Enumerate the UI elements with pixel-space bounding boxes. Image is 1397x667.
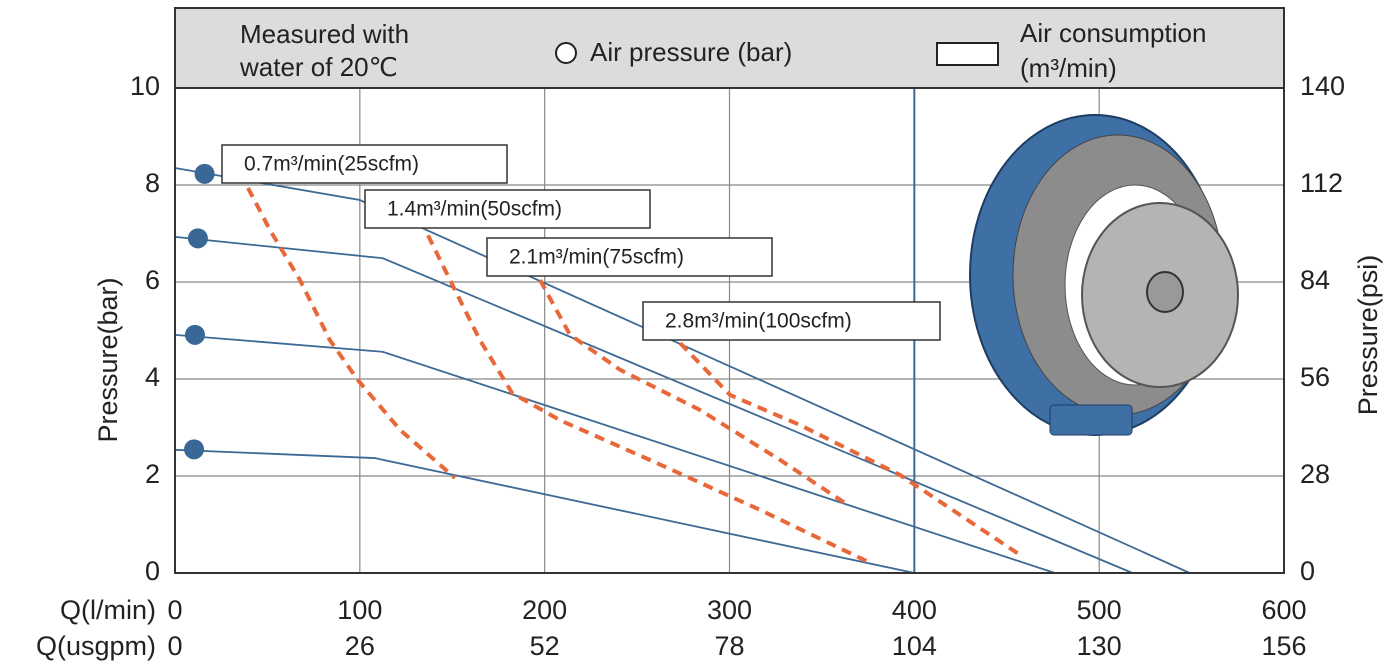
y2-tick-label: 56 (1300, 362, 1330, 392)
pressure-point (184, 324, 205, 345)
curve-label-box (364, 189, 651, 229)
x2-tick-label: 26 (345, 631, 375, 661)
x-axis-label: Q(l/min) (60, 595, 156, 625)
consumption-curve (246, 186, 457, 480)
x-tick-label: 0 (167, 595, 182, 625)
y-tick-label: 6 (145, 265, 160, 295)
legend-note: water of 20℃ (239, 52, 398, 82)
pressure-point (194, 163, 215, 184)
x2-tick-label: 52 (530, 631, 560, 661)
x2-tick-label: 156 (1261, 631, 1306, 661)
y-tick-label: 0 (145, 556, 160, 586)
legend-label: Air consumption (1020, 18, 1206, 48)
pressure-curve (174, 333, 1056, 574)
x2-tick-label: 0 (167, 631, 182, 661)
consumption-curve (538, 279, 847, 505)
consumption-curve (678, 341, 1022, 557)
x-tick-label: 500 (1077, 595, 1122, 625)
y2-tick-label: 28 (1300, 459, 1330, 489)
y2-tick-label: 112 (1300, 168, 1343, 198)
curve-label: 0.7m³/min(25scfm) (244, 153, 419, 176)
y2-axis-label: Pressure(psi) (1353, 255, 1383, 416)
y2-tick-label: 0 (1300, 556, 1315, 586)
curve-label: 2.1m³/min(75scfm) (509, 246, 684, 269)
legend-note: Measured with (240, 19, 409, 49)
x2-tick-label: 104 (892, 631, 937, 661)
y-tick-label: 2 (145, 459, 160, 489)
legend-label: (m³/min) (1020, 53, 1117, 83)
legend-label: Air pressure (bar) (590, 37, 792, 67)
curve-label: 2.8m³/min(100scfm) (665, 310, 852, 333)
plot-frame (174, 87, 1285, 574)
y2-tick-label: 140 (1300, 71, 1345, 101)
pressure-curve (174, 448, 915, 574)
x2-axis-label: Q(usgpm) (36, 631, 156, 661)
x2-tick-label: 78 (714, 631, 744, 661)
x-tick-label: 200 (522, 595, 567, 625)
y-tick-label: 8 (145, 168, 160, 198)
legend-header (174, 7, 1285, 89)
x-tick-label: 400 (892, 595, 937, 625)
curve-label-box (221, 144, 508, 184)
x-tick-label: 100 (337, 595, 382, 625)
x2-tick-label: 130 (1077, 631, 1122, 661)
pressure-point (187, 228, 208, 249)
y2-tick-label: 84 (1300, 265, 1330, 295)
x-tick-label: 600 (1261, 595, 1306, 625)
x-tick-label: 300 (707, 595, 752, 625)
legend-marker (936, 42, 999, 66)
consumption-curve (411, 204, 872, 565)
curve-label-box (486, 237, 773, 277)
y-tick-label: 10 (130, 71, 160, 101)
legend-marker (555, 42, 577, 64)
product-image (969, 114, 1239, 436)
curve-label-box (642, 301, 941, 341)
y-tick-label: 4 (145, 362, 160, 392)
pressure-point (184, 439, 205, 460)
curve-label: 1.4m³/min(50scfm) (387, 198, 562, 221)
y-axis-label: Pressure(bar) (93, 277, 123, 442)
